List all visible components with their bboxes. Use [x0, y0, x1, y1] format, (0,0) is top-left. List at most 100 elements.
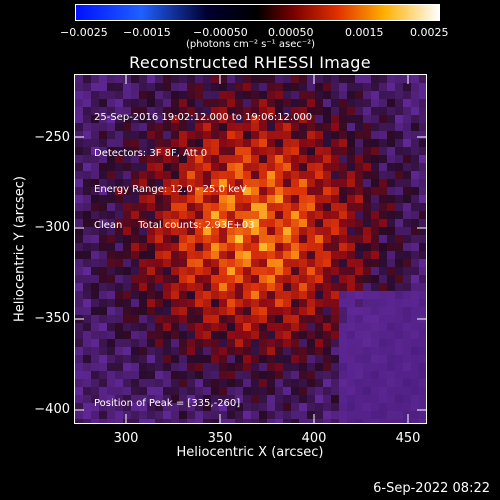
- heatmap-pixel: [99, 75, 107, 83]
- heatmap-pixel: [267, 235, 275, 243]
- heatmap-pixel: [339, 379, 347, 387]
- heatmap-pixel: [219, 99, 227, 107]
- info-line: Clean Total counts: 2.93E+03: [94, 220, 255, 231]
- heatmap-pixel: [387, 291, 395, 299]
- heatmap-pixel: [395, 363, 403, 371]
- heatmap-pixel: [195, 195, 203, 203]
- heatmap-pixel: [371, 363, 379, 371]
- heatmap-pixel: [107, 227, 115, 235]
- heatmap-pixel: [315, 83, 323, 91]
- heatmap-pixel: [379, 419, 387, 423]
- heatmap-pixel: [331, 259, 339, 267]
- heatmap-pixel: [315, 91, 323, 99]
- heatmap-pixel: [115, 195, 123, 203]
- heatmap-pixel: [187, 355, 195, 363]
- heatmap-pixel: [115, 331, 123, 339]
- heatmap-pixel: [171, 347, 179, 355]
- heatmap-pixel: [283, 131, 291, 139]
- heatmap-pixel: [323, 315, 331, 323]
- heatmap-pixel: [403, 339, 411, 347]
- heatmap-pixel: [403, 387, 411, 395]
- heatmap-pixel: [187, 267, 195, 275]
- heatmap-pixel: [259, 403, 267, 411]
- heatmap-pixel: [387, 211, 395, 219]
- heatmap-pixel: [211, 267, 219, 275]
- heatmap-pixel: [371, 219, 379, 227]
- heatmap-pixel: [411, 219, 419, 227]
- heatmap-pixel: [259, 163, 267, 171]
- heatmap-pixel: [83, 267, 91, 275]
- heatmap-pixel: [259, 227, 267, 235]
- heatmap-pixel: [403, 251, 411, 259]
- heatmap-pixel: [83, 187, 91, 195]
- heatmap-pixel: [211, 251, 219, 259]
- heatmap-pixel: [347, 363, 355, 371]
- heatmap-pixel: [139, 331, 147, 339]
- colorbar: [75, 4, 440, 21]
- heatmap-pixel: [411, 411, 419, 419]
- heatmap-pixel: [219, 75, 227, 83]
- heatmap-pixel: [355, 283, 363, 291]
- heatmap-pixel: [379, 371, 387, 379]
- heatmap-pixel: [323, 395, 331, 403]
- heatmap-pixel: [91, 91, 99, 99]
- heatmap-pixel: [195, 131, 203, 139]
- heatmap-pixel: [123, 259, 131, 267]
- heatmap-pixel: [251, 115, 259, 123]
- heatmap-pixel: [347, 179, 355, 187]
- heatmap-pixel: [411, 211, 419, 219]
- heatmap-pixel: [235, 219, 243, 227]
- heatmap-pixel: [299, 187, 307, 195]
- heatmap-pixel: [315, 139, 323, 147]
- heatmap-pixel: [251, 251, 259, 259]
- heatmap-pixel: [171, 227, 179, 235]
- heatmap-pixel: [355, 379, 363, 387]
- heatmap-pixel: [275, 283, 283, 291]
- heatmap-pixel: [307, 147, 315, 155]
- heatmap-pixel: [363, 75, 371, 83]
- heatmap-pixel: [387, 179, 395, 187]
- heatmap-pixel: [267, 347, 275, 355]
- heatmap-pixel: [203, 275, 211, 283]
- heatmap-pixel: [411, 147, 419, 155]
- heatmap-pixel: [339, 155, 347, 163]
- heatmap-pixel: [211, 379, 219, 387]
- heatmap-pixel: [251, 219, 259, 227]
- heatmap-pixel: [163, 339, 171, 347]
- heatmap-pixel: [379, 259, 387, 267]
- heatmap-pixel: [163, 419, 171, 423]
- heatmap-pixel: [75, 403, 83, 411]
- heatmap-pixel: [171, 83, 179, 91]
- heatmap-pixel: [307, 171, 315, 179]
- heatmap-pixel: [275, 347, 283, 355]
- heatmap-pixel: [179, 83, 187, 91]
- heatmap-pixel: [315, 155, 323, 163]
- heatmap-pixel: [187, 315, 195, 323]
- heatmap-pixel: [323, 91, 331, 99]
- heatmap-pixel: [179, 187, 187, 195]
- heatmap-pixel: [99, 107, 107, 115]
- heatmap-pixel: [403, 99, 411, 107]
- heatmap-pixel: [235, 403, 243, 411]
- heatmap-pixel: [131, 75, 139, 83]
- heatmap-pixel: [347, 419, 355, 423]
- heatmap-pixel: [171, 131, 179, 139]
- heatmap-pixel: [83, 283, 91, 291]
- heatmap-pixel: [115, 115, 123, 123]
- heatmap-pixel: [131, 267, 139, 275]
- heatmap-pixel: [219, 419, 227, 423]
- heatmap-pixel: [171, 315, 179, 323]
- heatmap-pixel: [139, 395, 147, 403]
- heatmap-pixel: [347, 203, 355, 211]
- heatmap-pixel: [243, 107, 251, 115]
- heatmap-pixel: [99, 387, 107, 395]
- heatmap-pixel: [155, 299, 163, 307]
- heatmap-pixel: [75, 107, 83, 115]
- heatmap-pixel: [307, 275, 315, 283]
- heatmap-pixel: [331, 331, 339, 339]
- heatmap-pixel: [99, 147, 107, 155]
- heatmap-pixel: [235, 419, 243, 423]
- heatmap-pixel: [307, 155, 315, 163]
- heatmap-pixel: [323, 75, 331, 83]
- heatmap-pixel: [355, 155, 363, 163]
